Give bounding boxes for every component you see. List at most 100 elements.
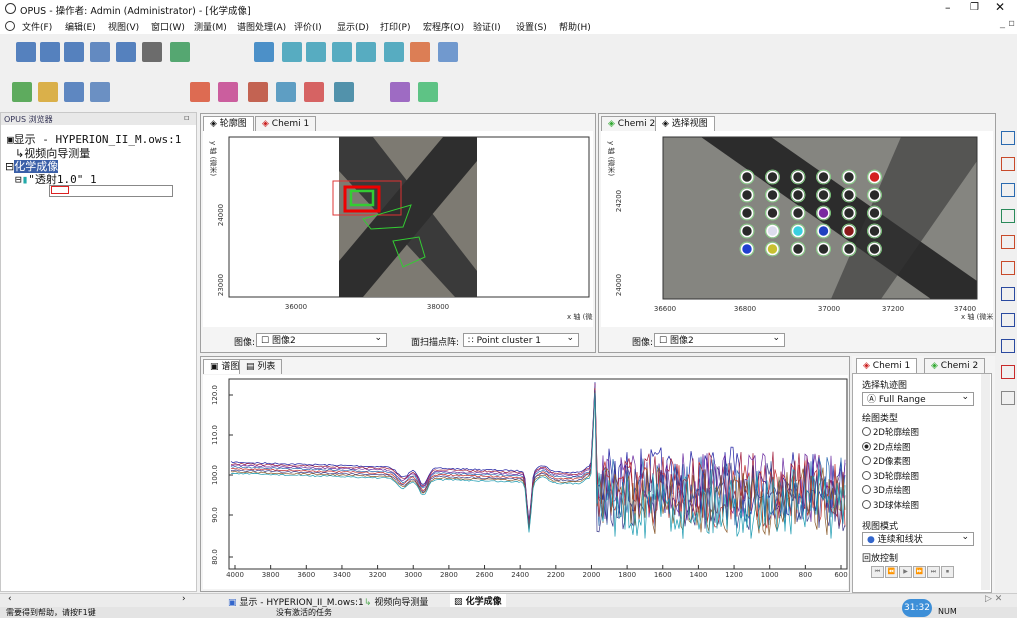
image-dropdown[interactable]: ☐ 图像2 [256,333,387,347]
toolbar-button[interactable] [306,42,326,62]
toolbar-button[interactable] [1001,131,1015,145]
grid-point[interactable] [869,226,880,237]
toolbar-button[interactable] [276,82,296,102]
radio-option[interactable]: 2D点绘图 [862,441,910,453]
toolbar-button[interactable] [1001,287,1015,301]
toolbar-button[interactable] [142,42,162,62]
toolbar-button[interactable] [384,42,404,62]
menu-item[interactable]: 评价(I) [294,20,322,33]
tab-controls[interactable]: ▷ ✕ [985,594,1002,604]
grid-point[interactable] [844,244,855,255]
grid-point[interactable] [742,208,753,219]
grid-point[interactable] [767,226,778,237]
toolbar-button[interactable] [410,42,430,62]
grid-point[interactable] [818,172,829,183]
toolbar-button[interactable] [334,82,354,102]
grid-point[interactable] [742,244,753,255]
toolbar-button[interactable] [332,42,352,62]
grid-point[interactable] [793,226,804,237]
toolbar-button[interactable] [1001,313,1015,327]
tab[interactable]: ◈ Chemi 2 [924,358,985,373]
grid-point[interactable] [742,190,753,201]
grid-point[interactable] [869,190,880,201]
tab[interactable]: ▤ 列表 [239,359,282,374]
radio-option[interactable]: 3D球体绘图 [862,499,919,511]
mdi-controls[interactable]: _ ▫ [1000,18,1015,29]
grid-point[interactable] [793,172,804,183]
playback-button[interactable]: ▶ [899,566,912,578]
grid-point[interactable] [818,208,829,219]
toolbar-button[interactable] [90,82,110,102]
grid-point[interactable] [793,190,804,201]
menu-item[interactable]: 宏程序(O) [423,20,464,33]
playback-button[interactable]: ⏭ [927,566,940,578]
toolbar-button[interactable] [418,82,438,102]
menu-item[interactable]: 测量(M) [194,20,227,33]
menu-item[interactable]: 编辑(E) [65,20,96,33]
grid-point[interactable] [844,190,855,201]
scroll-left[interactable]: ‹ [8,594,12,604]
toolbar-button[interactable] [390,82,410,102]
grid-point[interactable] [767,190,778,201]
grid-point[interactable] [767,172,778,183]
maximize-button[interactable]: ❐ [970,2,979,13]
toolbar-button[interactable] [248,82,268,102]
toolbar-button[interactable] [170,42,190,62]
menu-item[interactable]: 设置(S) [516,20,547,33]
tab[interactable]: ◈ Chemi 1 [856,358,917,373]
menu-item[interactable]: 验证(I) [473,20,501,33]
toolbar-button[interactable] [12,82,32,102]
radio-option[interactable]: 2D像素图 [862,455,910,467]
grid-point[interactable] [869,208,880,219]
toolbar-button[interactable] [64,82,84,102]
radio-option[interactable]: 3D点绘图 [862,484,910,496]
grid-point[interactable] [869,244,880,255]
trace-dropdown[interactable]: Ⓐ Full Range [862,392,974,406]
toolbar-button[interactable] [16,42,36,62]
grid-point[interactable] [844,172,855,183]
menu-item[interactable]: 帮助(H) [559,20,591,33]
menu-item[interactable]: 视图(V) [108,20,139,33]
playback-button[interactable]: ⏮ [871,566,884,578]
tab[interactable]: ◈ Chemi 1 [255,116,316,131]
toolbar-button[interactable] [254,42,274,62]
grid-point[interactable] [844,226,855,237]
toolbar-button[interactable] [1001,209,1015,223]
scrollbar[interactable] [981,374,990,590]
grid-point[interactable] [844,208,855,219]
pin-button[interactable]: ㅁ [183,113,190,124]
toolbar-button[interactable] [1001,391,1015,405]
image-dropdown[interactable]: ☐ 图像2 [654,333,785,347]
view-mode-dropdown[interactable]: ● 连续和线状 [862,532,974,546]
toolbar-button[interactable] [190,82,210,102]
menu-item[interactable]: 打印(P) [380,20,410,33]
grid-point[interactable] [869,172,880,183]
tab[interactable]: ◈ Chemi 2 [601,116,662,131]
toolbar-button[interactable] [1001,183,1015,197]
grid-point[interactable] [818,190,829,201]
radio-option[interactable]: 2D轮廓绘图 [862,426,919,438]
grid-point[interactable] [742,226,753,237]
scroll-right[interactable]: › [182,594,186,604]
playback-button[interactable]: ⏪ [885,566,898,578]
toolbar-button[interactable] [304,82,324,102]
grid-point[interactable] [793,244,804,255]
toolbar-button[interactable] [356,42,376,62]
menu-item[interactable]: 显示(D) [337,20,369,33]
grid-point[interactable] [793,208,804,219]
toolbar-button[interactable] [116,42,136,62]
close-button[interactable]: ✕ [995,0,1005,14]
toolbar-button[interactable] [1001,339,1015,353]
grid-point[interactable] [818,244,829,255]
toolbar-button[interactable] [64,42,84,62]
grid-point[interactable] [818,226,829,237]
tab[interactable]: ◈ 选择视图 [655,116,715,131]
doc-tab[interactable]: ▨ 化学成像 [450,594,506,607]
menu-item[interactable]: 谱图处理(A) [237,20,286,33]
toolbar-button[interactable] [90,42,110,62]
menu-item[interactable]: 文件(F) [22,20,52,33]
tab[interactable]: ◈ 轮廓图 [203,116,254,131]
grid-point[interactable] [767,208,778,219]
toolbar-button[interactable] [282,42,302,62]
toolbar-button[interactable] [40,42,60,62]
